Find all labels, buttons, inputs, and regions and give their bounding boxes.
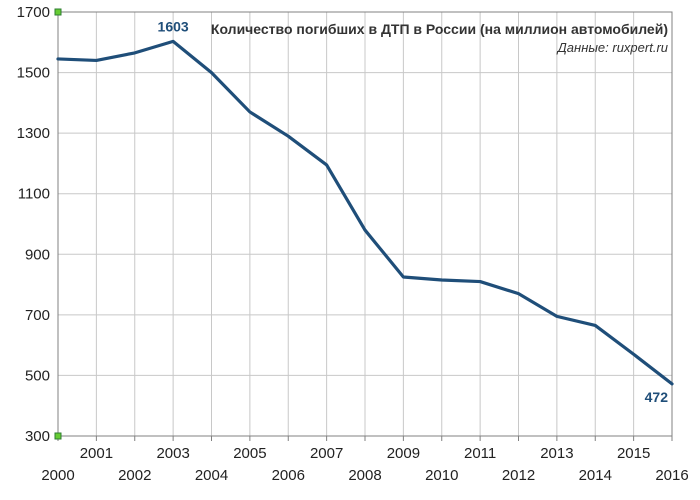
corner-marker [55,9,61,15]
y-tick-label: 1100 [18,186,50,203]
x-tick-label-lower: 2016 [655,467,688,484]
x-tick-label-lower: 2004 [195,467,228,484]
line-chart: 300 500 700 900 1100 1300 1500 1700 2001 2003 2005… [0,0,700,500]
value-callout: 1603 [158,18,189,34]
chart-subtitle: Данные: ruxpert.ru [556,40,668,55]
x-tick-label-lower: 2008 [348,467,381,484]
y-tick-label: 700 [25,307,50,324]
x-tick-label-upper: 2013 [540,445,573,462]
y-tick-label: 1700 [17,4,50,21]
x-tick-label-lower: 2012 [502,467,535,484]
x-tick-label-upper: 2001 [80,445,113,462]
corner-marker [55,433,61,439]
x-tick-label-upper: 2009 [387,445,420,462]
value-callout: 472 [645,389,669,405]
y-tick-label: 1500 [17,65,50,82]
x-tick-label-upper: 2005 [233,445,266,462]
x-tick-label-lower: 2014 [579,467,612,484]
y-tick-label: 1300 [17,125,50,142]
chart-container: 300 500 700 900 1100 1300 1500 1700 2001 2003 2005… [0,0,700,500]
x-tick-label-upper: 2007 [310,445,343,462]
x-tick-label-upper: 2003 [156,445,189,462]
chart-title: Количество погибших в ДТП в России (на м… [211,21,668,37]
x-tick-label-lower: 2010 [425,467,458,484]
y-tick-label: 900 [25,246,50,263]
x-tick-label-upper: 2015 [617,445,650,462]
x-tick-label-lower: 2000 [41,467,74,484]
y-tick-label: 300 [25,428,50,445]
x-tick-label-lower: 2006 [272,467,305,484]
x-tick-label-lower: 2002 [118,467,151,484]
y-tick-label: 500 [25,367,50,384]
x-tick-label-upper: 2011 [464,445,496,462]
